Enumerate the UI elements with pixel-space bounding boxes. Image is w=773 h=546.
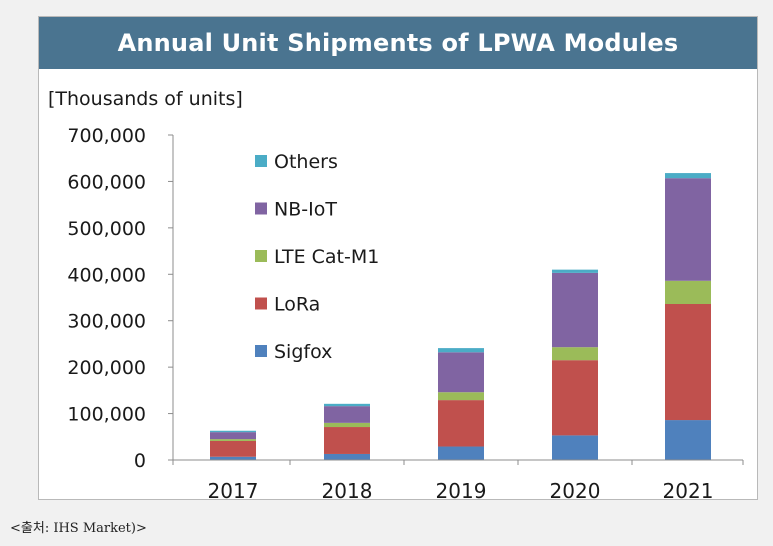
bar-lora-2019 <box>438 400 484 447</box>
bar-lte-cat-m1-2017 <box>210 439 256 441</box>
legend-label: Sigfox <box>274 341 332 363</box>
y-tick-label: 600,000 <box>67 171 146 193</box>
x-tick-label: 2020 <box>550 479 601 503</box>
legend-label: NB-IoT <box>274 199 337 221</box>
bar-sigfox-2020 <box>552 435 598 460</box>
bar-nb-iot-2021 <box>665 178 711 281</box>
bar-others-2017 <box>210 430 256 433</box>
y-axis-label: [Thousands of units] <box>48 88 243 110</box>
y-tick-label: 100,000 <box>67 404 146 426</box>
bar-sigfox-2018 <box>324 453 370 460</box>
source-note: <출처: IHS Market)> <box>10 521 147 536</box>
bar-lte-cat-m1-2020 <box>552 347 598 361</box>
bar-nb-iot-2020 <box>552 272 598 348</box>
legend-swatch <box>255 250 267 262</box>
bar-sigfox-2021 <box>665 420 711 460</box>
legend-swatch <box>255 345 267 357</box>
bar-lora-2017 <box>210 440 256 457</box>
x-tick-label: 2018 <box>322 479 373 503</box>
y-tick-label: 700,000 <box>67 125 146 147</box>
bar-sigfox-2017 <box>210 456 256 460</box>
y-tick-label: 500,000 <box>67 218 146 240</box>
x-tick-label: 2021 <box>663 479 714 503</box>
bar-lora-2018 <box>324 427 370 454</box>
y-tick-label: 300,000 <box>67 311 146 333</box>
bar-lte-cat-m1-2019 <box>438 392 484 401</box>
bar-lora-2020 <box>552 360 598 436</box>
legend-swatch <box>255 155 267 167</box>
bar-lora-2021 <box>665 304 711 421</box>
bar-others-2019 <box>438 348 484 353</box>
legend-swatch <box>255 202 267 215</box>
bar-nb-iot-2019 <box>438 352 484 393</box>
bar-sigfox-2019 <box>438 446 484 460</box>
bar-lte-cat-m1-2018 <box>324 422 370 428</box>
legend-label: LTE Cat-M1 <box>274 246 379 268</box>
bar-lte-cat-m1-2021 <box>665 280 711 304</box>
bar-others-2021 <box>665 173 711 179</box>
y-tick-label: 0 <box>134 450 146 472</box>
legend-label: LoRa <box>274 294 320 316</box>
y-tick-label: 400,000 <box>67 264 146 286</box>
bar-others-2020 <box>552 269 598 273</box>
bar-nb-iot-2018 <box>324 406 370 423</box>
x-tick-label: 2019 <box>436 479 487 503</box>
x-tick-label: 2017 <box>208 479 259 503</box>
legend-label: Others <box>274 151 338 173</box>
legend-swatch <box>255 297 267 310</box>
chart-frame: Annual Unit Shipments of LPWA Modules <box>38 16 758 500</box>
chart-title: Annual Unit Shipments of LPWA Modules <box>39 17 757 69</box>
bar-nb-iot-2017 <box>210 432 256 440</box>
y-tick-label: 200,000 <box>67 357 146 379</box>
bar-others-2018 <box>324 403 370 407</box>
